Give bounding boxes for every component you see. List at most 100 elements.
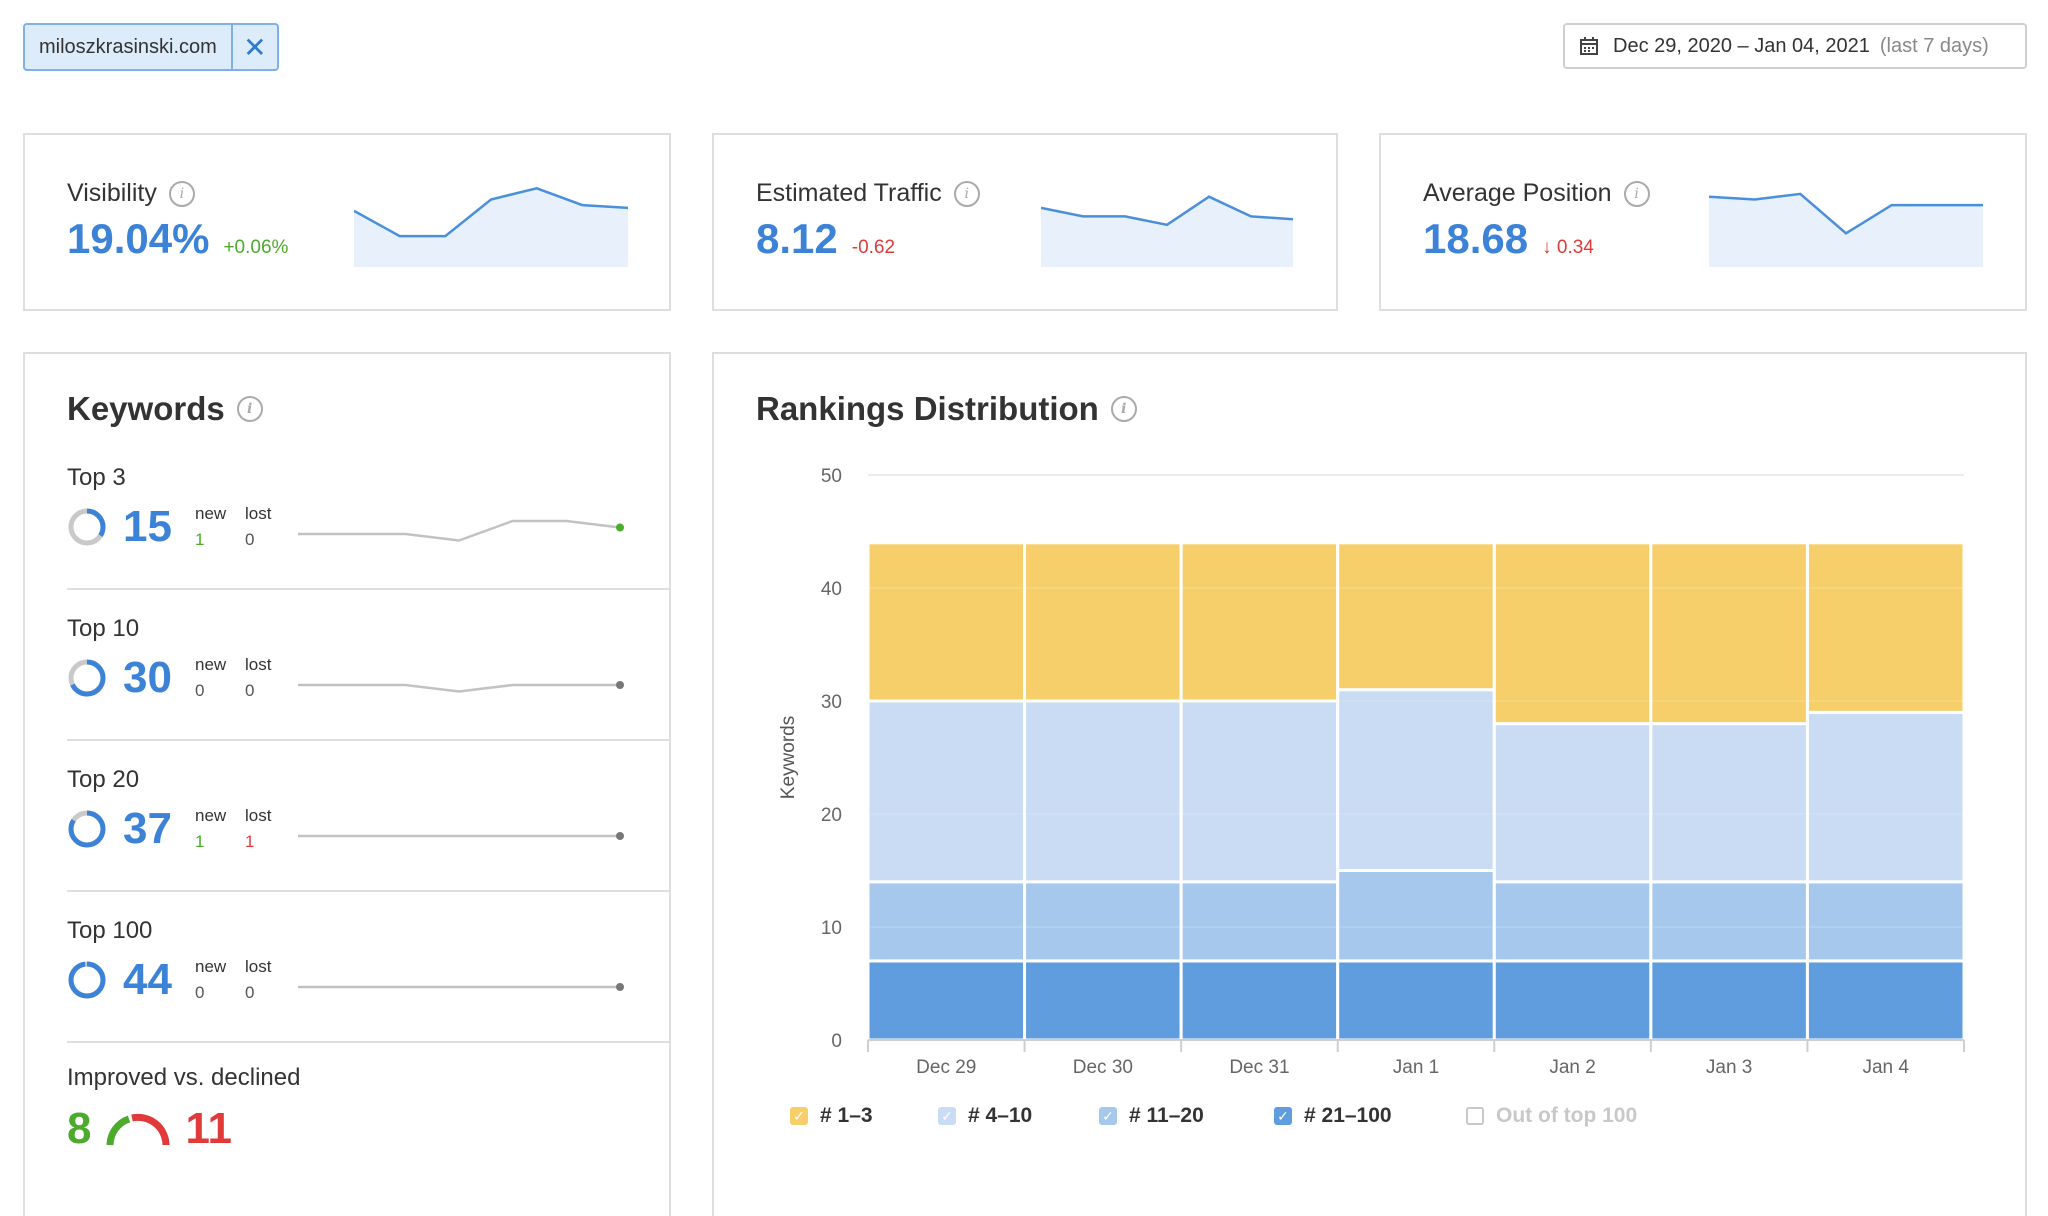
info-icon[interactable]: i <box>1110 396 1137 422</box>
bar-segment[interactable] <box>1336 688 1496 872</box>
visibility-title: Visibility <box>67 179 157 207</box>
bar-segment[interactable] <box>1179 541 1340 703</box>
bar-segment[interactable] <box>1805 880 1966 963</box>
checkbox-checked-icon[interactable]: ✓ <box>938 1107 956 1125</box>
bar-segment[interactable] <box>1805 541 1966 714</box>
keyword-group-label: Top 20 <box>67 766 140 793</box>
bar-segment[interactable] <box>1023 541 1183 703</box>
info-icon[interactable]: i <box>236 396 263 422</box>
lost-label: lost <box>245 504 272 523</box>
keyword-trend-line <box>298 681 624 693</box>
keyword-group: Top 3 15 new 1 lost 0 <box>67 464 627 551</box>
bar-segment[interactable] <box>866 699 1027 884</box>
new-lost-counts: new 1 lost 0 <box>195 504 295 550</box>
bar-segment[interactable] <box>1023 699 1183 884</box>
new-count: 0 <box>195 983 205 1002</box>
checkbox-checked-icon[interactable]: ✓ <box>1274 1107 1292 1125</box>
legend-label: # 4–10 <box>968 1104 1033 1127</box>
bar-segment[interactable] <box>1336 869 1496 963</box>
bar-segment[interactable] <box>1336 959 1496 1042</box>
date-range-period: (last 7 days) <box>1879 34 1989 57</box>
keyword-group-label: Top 100 <box>67 917 153 944</box>
legend-item[interactable]: Out of top 100 <box>1466 1104 1637 1128</box>
bar-segment[interactable] <box>1492 959 1653 1042</box>
y-tick-label: 10 <box>821 918 842 939</box>
new-label: new <box>195 504 227 523</box>
bar-segment[interactable] <box>1805 710 1966 884</box>
bar-segment[interactable] <box>1179 699 1340 884</box>
keyword-trend-line <box>298 519 624 542</box>
average-position-delta: ↓ 0.34 <box>1542 237 1594 258</box>
keyword-count: 15 <box>123 502 172 551</box>
calendar-icon <box>1580 37 1598 55</box>
keyword-group-row: 15 new 1 lost 0 <box>67 502 295 552</box>
bar-segment[interactable] <box>866 880 1027 963</box>
bar-segment[interactable] <box>1492 541 1653 726</box>
info-icon[interactable]: i <box>1623 180 1650 207</box>
domain-filter-chip: miloszkrasinski.com ✕ <box>23 23 279 71</box>
y-axis-label: Keywords <box>778 716 799 799</box>
divider <box>67 1041 669 1043</box>
improved-count: 8 <box>67 1104 92 1153</box>
bar-segment[interactable] <box>1179 880 1340 963</box>
new-label: new <box>195 957 227 976</box>
legend-item[interactable]: ✓ # 21–100 <box>1274 1104 1392 1128</box>
metric-value-row: 18.68 ↓ 0.34 <box>1423 215 1594 263</box>
bar-segment[interactable] <box>1492 880 1653 963</box>
bar-segment[interactable] <box>1023 959 1183 1042</box>
new-lost-counts: new 0 lost 0 <box>195 957 295 1003</box>
sparkline-area <box>1041 196 1293 267</box>
bar-segment[interactable] <box>866 959 1027 1042</box>
legend-label: # 1–3 <box>820 1104 873 1127</box>
sparkline-area <box>354 188 628 267</box>
metric-title: Estimated Traffic i <box>756 179 980 208</box>
legend-item[interactable]: ✓ # 1–3 <box>790 1104 873 1128</box>
new-label: new <box>195 655 227 674</box>
checkbox-checked-icon[interactable]: ✓ <box>1099 1107 1117 1125</box>
trend-end-dot <box>616 681 624 689</box>
share-donut-icon <box>68 508 106 546</box>
legend-item[interactable]: ✓ # 11–20 <box>1099 1104 1204 1128</box>
info-icon[interactable]: i <box>953 180 980 207</box>
x-tick-label: Dec 30 <box>1073 1057 1133 1078</box>
legend-item[interactable]: ✓ # 4–10 <box>938 1104 1032 1128</box>
keyword-trend-line <box>298 983 624 991</box>
sparkline-line <box>354 186 628 238</box>
traffic-card: Estimated Traffic i 8.12 -0.62 <box>712 133 1338 311</box>
keyword-count: 44 <box>123 955 172 1004</box>
y-tick-label: 0 <box>831 1031 842 1052</box>
rankings-title: Rankings Distribution i <box>756 390 1137 428</box>
x-tick-label: Jan 2 <box>1549 1057 1595 1078</box>
bar-segment[interactable] <box>1649 541 1809 726</box>
divider <box>67 588 669 590</box>
trend-end-dot <box>616 832 624 840</box>
date-range-picker[interactable]: Dec 29, 2020 – Jan 04, 2021 (last 7 days… <box>1563 23 2027 69</box>
close-icon[interactable]: ✕ <box>230 25 277 69</box>
checkbox-checked-icon[interactable]: ✓ <box>790 1107 808 1125</box>
bar-segment[interactable] <box>866 541 1027 703</box>
legend-label: # 21–100 <box>1304 1104 1392 1127</box>
lost-count: 0 <box>245 983 255 1002</box>
bar-segment[interactable] <box>1336 541 1496 692</box>
share-donut-icon <box>68 961 106 999</box>
average-position-card: Average Position i 18.68 ↓ 0.34 <box>1379 133 2027 311</box>
visibility-card: Visibility i 19.04% +0.06% <box>23 133 671 311</box>
keyword-group: Top 100 44 new 0 lost 0 <box>67 917 627 1004</box>
info-icon[interactable]: i <box>168 180 195 207</box>
checkbox-unchecked-icon[interactable] <box>1466 1107 1484 1125</box>
bar-segment[interactable] <box>1649 880 1809 963</box>
x-tick-label: Jan 1 <box>1393 1057 1439 1078</box>
traffic-value: 8.12 <box>756 215 838 262</box>
keyword-count: 37 <box>123 804 172 853</box>
keyword-group-row: 37 new 1 lost 1 <box>67 804 295 854</box>
lost-count: 1 <box>245 832 255 851</box>
bar-segment[interactable] <box>1649 722 1809 884</box>
bar-segment[interactable] <box>1492 722 1653 884</box>
bar-segment[interactable] <box>1023 880 1183 963</box>
new-lost-counts: new 0 lost 0 <box>195 655 295 701</box>
bar-segment[interactable] <box>1805 959 1966 1042</box>
divider <box>67 739 669 741</box>
sparkline-line <box>1041 195 1293 227</box>
bar-segment[interactable] <box>1649 959 1809 1042</box>
bar-segment[interactable] <box>1179 959 1340 1042</box>
